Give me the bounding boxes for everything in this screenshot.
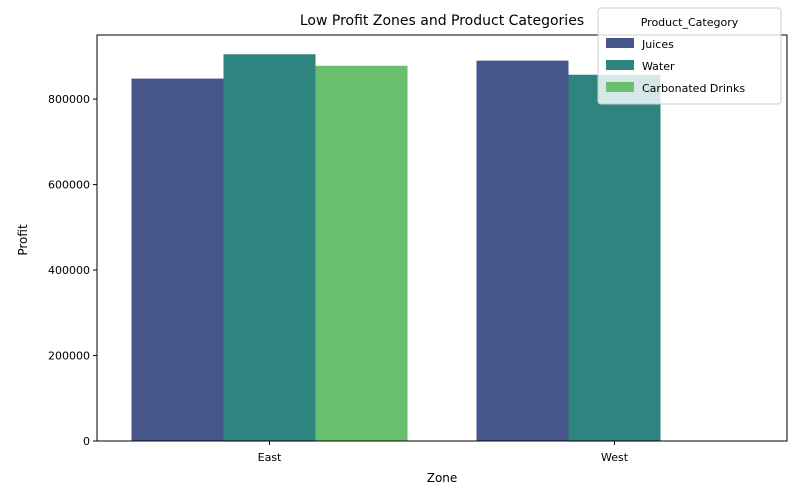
bar-west-juices	[476, 60, 569, 442]
legend-label: Water	[642, 60, 675, 73]
chart-title: Low Profit Zones and Product Categories	[300, 13, 584, 29]
y-tick-label: 0	[83, 435, 90, 448]
legend-title: Product_Category	[641, 16, 739, 29]
x-axis-label: Zone	[427, 471, 458, 485]
y-axis-label: Profit	[16, 224, 30, 256]
y-tick-label: 600000	[48, 179, 90, 192]
legend-label: Juices	[641, 38, 674, 51]
x-tick-label: West	[601, 451, 629, 464]
y-tick-label: 400000	[48, 264, 90, 277]
bar-east-juices	[131, 78, 224, 441]
y-tick-label: 200000	[48, 350, 90, 363]
legend-label: Carbonated Drinks	[642, 82, 745, 95]
legend: Product_Category Juices Water Carbonated Dr…	[597, 7, 782, 105]
bars-layer	[131, 54, 661, 442]
y-tick-label: 800000	[48, 93, 90, 106]
legend-swatch	[606, 82, 634, 92]
plot-frame	[96, 34, 788, 442]
legend-swatch	[606, 38, 634, 48]
bar-east-water	[223, 54, 316, 442]
x-tick-label: East	[258, 451, 282, 464]
bar-west-water	[568, 74, 661, 441]
axes-layer: 0 200000 400000 600000 800000 East West	[48, 34, 788, 464]
legend-swatch	[606, 60, 634, 70]
bar-east-carbonated-drinks	[315, 65, 408, 442]
legend-box	[597, 7, 782, 105]
